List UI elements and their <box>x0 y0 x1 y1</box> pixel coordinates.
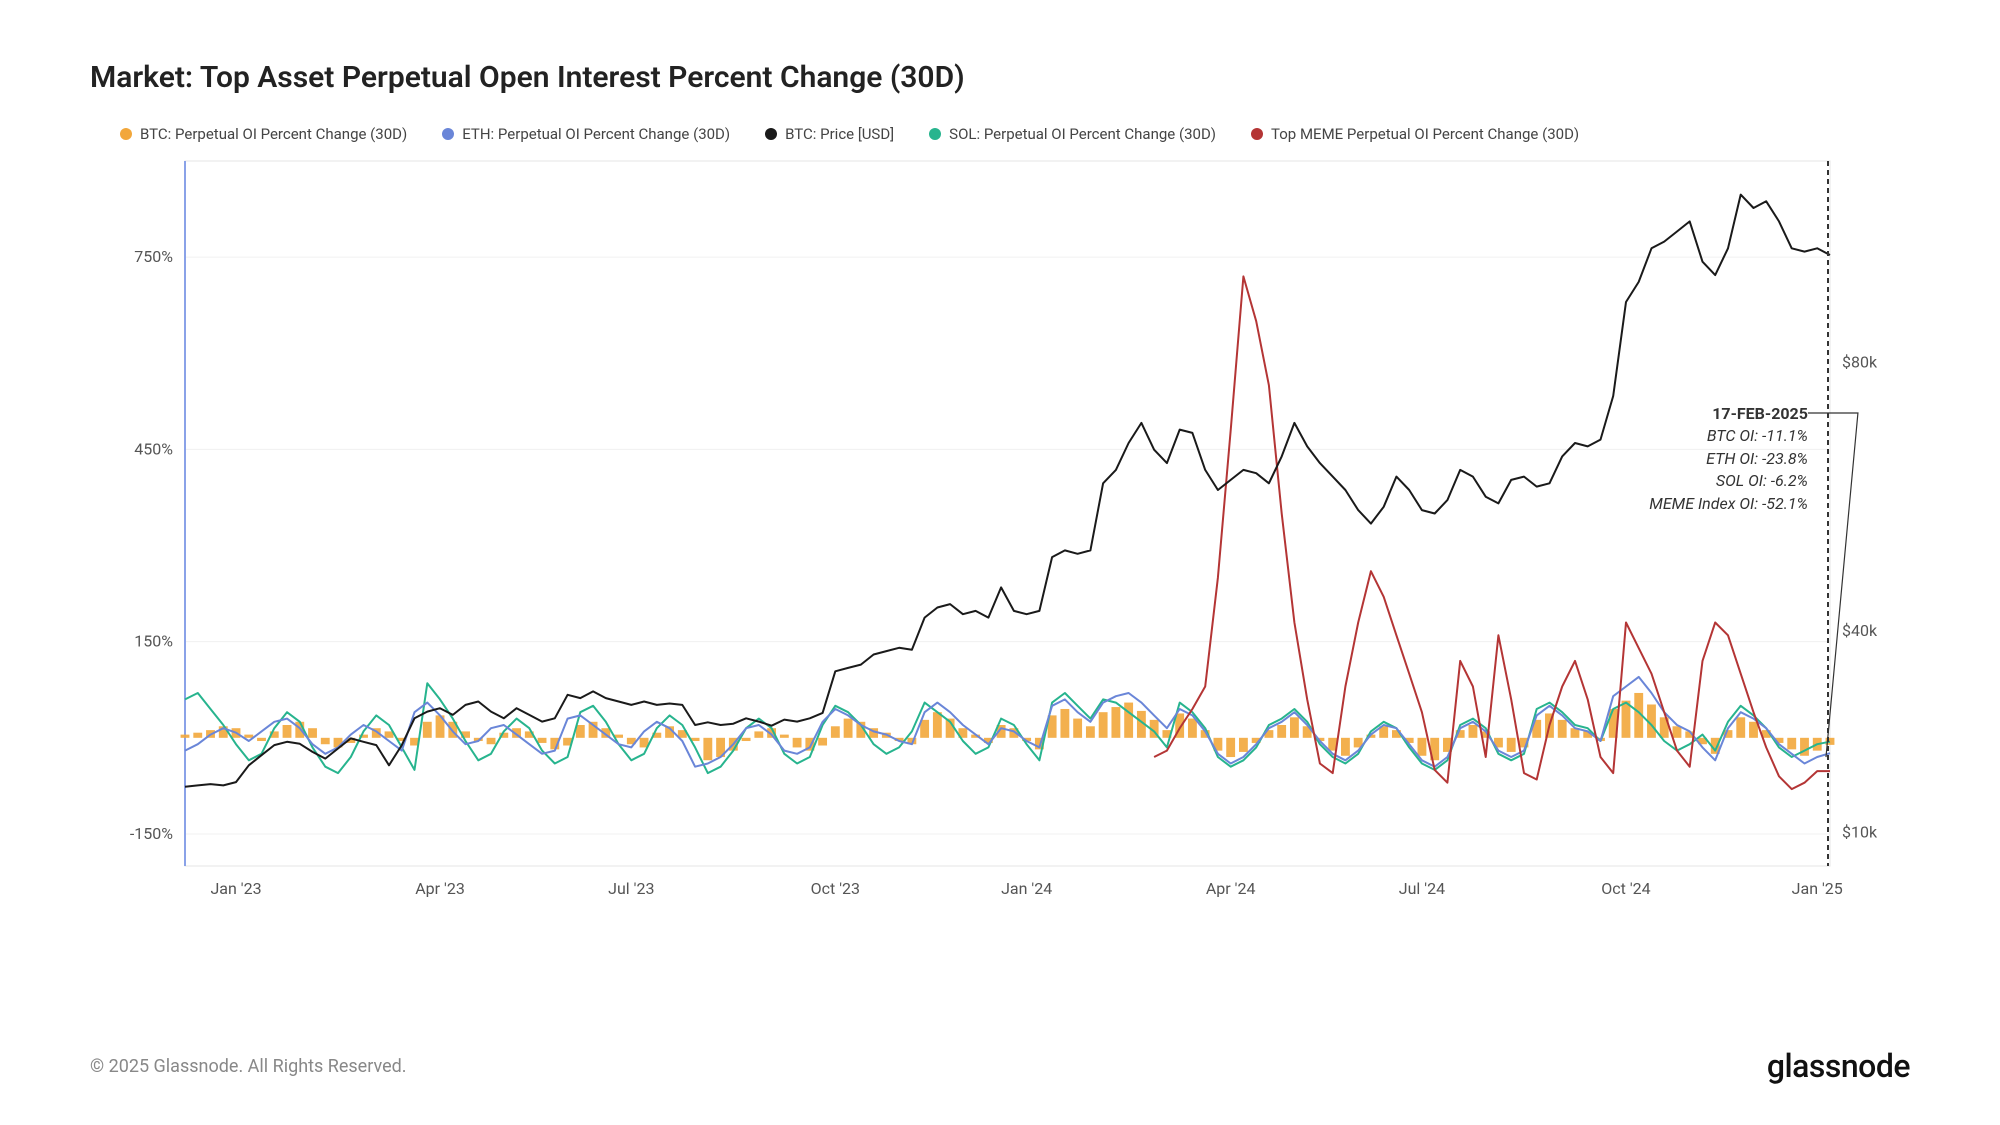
svg-text:Jan '25: Jan '25 <box>1792 879 1843 898</box>
annotation-date: 17-FEB-2025 <box>1568 403 1808 425</box>
legend-label: Top MEME Perpetual OI Percent Change (30… <box>1271 125 1579 143</box>
svg-text:750%: 750% <box>134 247 173 266</box>
svg-text:Jan '24: Jan '24 <box>1001 879 1052 898</box>
svg-text:150%: 150% <box>134 632 173 651</box>
copyright: © 2025 Glassnode. All Rights Reserved. <box>90 1056 407 1077</box>
svg-text:Apr '23: Apr '23 <box>415 879 465 898</box>
svg-text:$10k: $10k <box>1842 822 1878 841</box>
legend-swatch <box>442 128 454 140</box>
annotation-line: BTC OI: -11.1% <box>1568 425 1808 447</box>
legend-label: BTC: Price [USD] <box>785 125 894 143</box>
legend-swatch <box>1251 128 1263 140</box>
svg-text:$40k: $40k <box>1842 621 1878 640</box>
svg-text:Jul '23: Jul '23 <box>608 879 654 898</box>
annotation-callout: 17-FEB-2025BTC OI: -11.1%ETH OI: -23.8%S… <box>1568 403 1808 515</box>
svg-text:450%: 450% <box>134 439 173 458</box>
legend-label: BTC: Perpetual OI Percent Change (30D) <box>140 125 407 143</box>
legend-item: BTC: Price [USD] <box>765 125 894 143</box>
legend-item: Top MEME Perpetual OI Percent Change (30… <box>1251 125 1579 143</box>
svg-text:Apr '24: Apr '24 <box>1206 879 1256 898</box>
legend-swatch <box>765 128 777 140</box>
legend-item: BTC: Perpetual OI Percent Change (30D) <box>120 125 407 143</box>
chart-area: -150% 150% 450% 750% $10k $40k $80k Jan '23 Apr … <box>90 151 1910 921</box>
legend-item: ETH: Perpetual OI Percent Change (30D) <box>442 125 730 143</box>
legend-item: SOL: Perpetual OI Percent Change (30D) <box>929 125 1216 143</box>
brand-logo: glassnode <box>1767 1047 1910 1085</box>
svg-text:Oct '24: Oct '24 <box>1601 879 1650 898</box>
annotation-line: SOL OI: -6.2% <box>1568 470 1808 492</box>
legend-swatch <box>120 128 132 140</box>
chart-title: Market: Top Asset Perpetual Open Interes… <box>90 60 1910 95</box>
legend-label: ETH: Perpetual OI Percent Change (30D) <box>462 125 730 143</box>
svg-text:Jul '24: Jul '24 <box>1399 879 1445 898</box>
annotation-line: ETH OI: -23.8% <box>1568 448 1808 470</box>
svg-text:-150%: -150% <box>130 824 173 843</box>
annotation-line: MEME Index OI: -52.1% <box>1568 493 1808 515</box>
svg-text:$80k: $80k <box>1842 352 1878 371</box>
legend-swatch <box>929 128 941 140</box>
svg-text:Oct '23: Oct '23 <box>811 879 860 898</box>
legend: BTC: Perpetual OI Percent Change (30D) ET… <box>90 125 1910 143</box>
svg-text:Jan '23: Jan '23 <box>210 879 261 898</box>
legend-label: SOL: Perpetual OI Percent Change (30D) <box>949 125 1216 143</box>
